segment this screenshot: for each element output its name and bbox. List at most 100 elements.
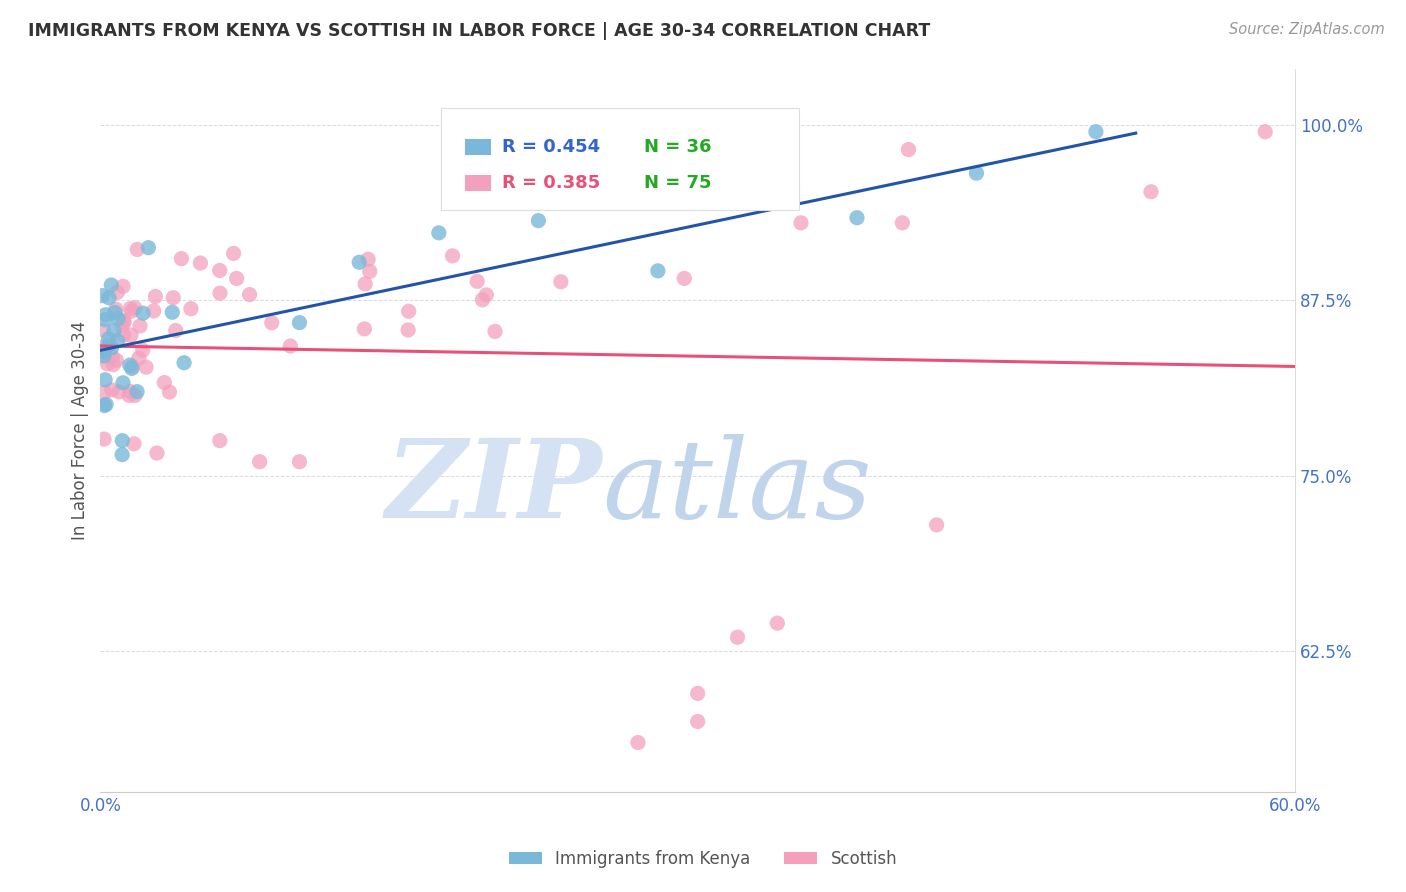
Point (527, 213, 550, 227)
Y-axis label: In Labor Force | Age 30-34: In Labor Force | Age 30-34 (72, 320, 89, 540)
Point (627, 735, 650, 749)
Point (208, 263, 231, 277)
Point (111, 318, 134, 333)
Point (288, 455, 311, 469)
Point (91, 340, 114, 354)
Point (225, 271, 247, 285)
Point (107, 334, 129, 348)
Point (686, 714, 709, 729)
Text: Source: ZipAtlas.com: Source: ZipAtlas.com (1229, 22, 1385, 37)
Point (94, 308, 117, 322)
Point (727, 630, 749, 644)
Point (278, 339, 301, 353)
Point (162, 291, 184, 305)
Point (180, 301, 202, 316)
Point (131, 343, 153, 358)
Point (94, 312, 117, 326)
Point (93, 344, 115, 359)
Point (357, 252, 380, 267)
Point (427, 226, 450, 240)
Point (354, 277, 377, 291)
Point (94, 397, 117, 411)
Point (159, 385, 181, 400)
Point (103, 358, 125, 372)
Point (120, 328, 142, 343)
Text: atlas: atlas (602, 434, 872, 541)
Point (100, 383, 122, 397)
Point (647, 264, 669, 278)
Point (249, 455, 271, 469)
Text: IMMIGRANTS FROM KENYA VS SCOTTISH IN LABOR FORCE | AGE 30-34 CORRELATION CHART: IMMIGRANTS FROM KENYA VS SCOTTISH IN LAB… (28, 22, 931, 40)
Point (100, 277, 122, 292)
Point (121, 361, 143, 376)
Point (93, 349, 115, 363)
Point (111, 376, 134, 390)
Point (94, 373, 117, 387)
Point (91, 288, 114, 302)
Point (124, 301, 146, 315)
Point (121, 359, 143, 374)
Point (153, 376, 176, 390)
Point (96, 357, 118, 371)
Point (146, 446, 169, 460)
Point (925, 517, 948, 532)
Point (288, 316, 311, 330)
Point (105, 285, 128, 300)
Point (111, 448, 134, 462)
Point (347, 255, 370, 269)
Point (93, 385, 115, 400)
Point (120, 301, 142, 316)
Text: ZIP: ZIP (385, 434, 602, 541)
Point (471, 293, 494, 307)
FancyBboxPatch shape (465, 175, 491, 191)
Point (766, 616, 789, 631)
Point (127, 243, 149, 257)
Point (239, 287, 262, 301)
Point (1084, 125, 1107, 139)
Point (103, 324, 125, 338)
Point (550, 275, 572, 289)
Point (465, 274, 488, 288)
Point (686, 686, 709, 700)
Point (108, 384, 131, 399)
Point (173, 356, 195, 370)
Text: R = 0.385: R = 0.385 (502, 174, 600, 192)
Point (396, 323, 419, 337)
Point (1254, 125, 1277, 139)
Legend: Immigrants from Kenya, Scottish: Immigrants from Kenya, Scottish (502, 844, 904, 875)
Point (118, 358, 141, 372)
Point (897, 143, 920, 157)
Point (1140, 185, 1163, 199)
Point (135, 360, 157, 375)
Point (128, 351, 150, 366)
Point (93, 323, 115, 337)
Point (105, 353, 128, 368)
Text: N = 36: N = 36 (644, 137, 711, 155)
Point (846, 211, 869, 225)
Point (170, 252, 193, 266)
Point (118, 388, 141, 402)
Point (222, 246, 245, 260)
Point (111, 434, 134, 448)
Point (138, 241, 160, 255)
Point (93, 432, 115, 446)
Point (98, 291, 121, 305)
Point (120, 384, 142, 399)
Point (965, 166, 987, 180)
Point (165, 324, 187, 338)
Point (100, 341, 122, 355)
Point (891, 216, 914, 230)
Point (208, 434, 231, 448)
Point (359, 264, 381, 278)
Point (122, 436, 145, 450)
Point (790, 216, 813, 230)
Point (127, 384, 149, 399)
Point (121, 304, 143, 318)
Point (101, 350, 124, 364)
Point (93, 399, 115, 413)
FancyBboxPatch shape (441, 108, 799, 210)
Point (208, 286, 231, 301)
Point (104, 302, 127, 317)
Text: N = 75: N = 75 (644, 174, 711, 192)
Point (97, 338, 120, 352)
